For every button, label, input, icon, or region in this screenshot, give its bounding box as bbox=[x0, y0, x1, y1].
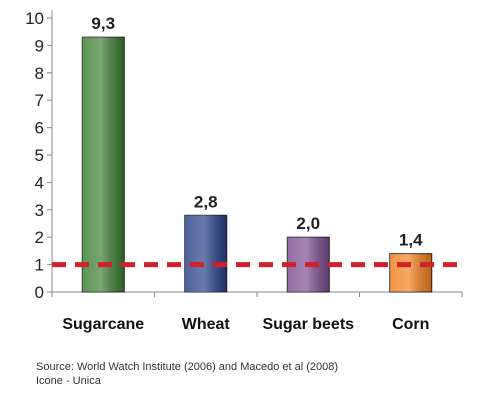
x-tick-label: Wheat bbox=[182, 316, 231, 333]
labels: 9,3 Sugarcane 2,8 Wheat 2,0 Sugar beets 1,4 Cor… bbox=[62, 14, 429, 333]
source-line-1: Source: World Watch Institute (2006) and… bbox=[36, 361, 339, 373]
y-tick-label: 9 bbox=[35, 36, 44, 55]
y-tick-label: 8 bbox=[35, 64, 44, 83]
source-line-2: Icone - Unica bbox=[36, 375, 101, 387]
y-tick-label: 7 bbox=[35, 91, 44, 110]
y-tick-label: 2 bbox=[35, 228, 44, 247]
y-tick-label: 6 bbox=[35, 119, 44, 138]
bar-gloss bbox=[82, 37, 125, 293]
bars bbox=[81, 36, 433, 293]
y-tick-label: 10 bbox=[25, 9, 44, 28]
x-tick-label: Corn bbox=[392, 316, 429, 333]
data-label: 2,0 bbox=[296, 214, 320, 233]
axes: 0 1 2 3 4 5 6 7 8 9 10 bbox=[25, 9, 463, 302]
y-tick-label: 5 bbox=[35, 146, 44, 165]
x-tick-label: Sugarcane bbox=[62, 316, 144, 333]
y-tick-label: 4 bbox=[35, 173, 44, 192]
data-label: 1,4 bbox=[399, 231, 423, 250]
y-tick-label: 0 bbox=[35, 283, 44, 302]
source-note: Source: World Watch Institute (2006) and… bbox=[36, 360, 338, 388]
bar-gloss bbox=[184, 215, 227, 292]
bar-gloss bbox=[389, 253, 432, 292]
y-tick-label: 3 bbox=[35, 201, 44, 220]
data-label: 2,8 bbox=[194, 192, 218, 211]
x-tick-label: Sugar beets bbox=[262, 316, 354, 333]
y-tick-label: 1 bbox=[35, 256, 44, 275]
bar-chart: 0 1 2 3 4 5 6 7 8 9 10 9,3 Sugarcane 2,8 Wheat 2,0 Suga… bbox=[25, 9, 463, 333]
data-label: 9,3 bbox=[91, 14, 115, 33]
